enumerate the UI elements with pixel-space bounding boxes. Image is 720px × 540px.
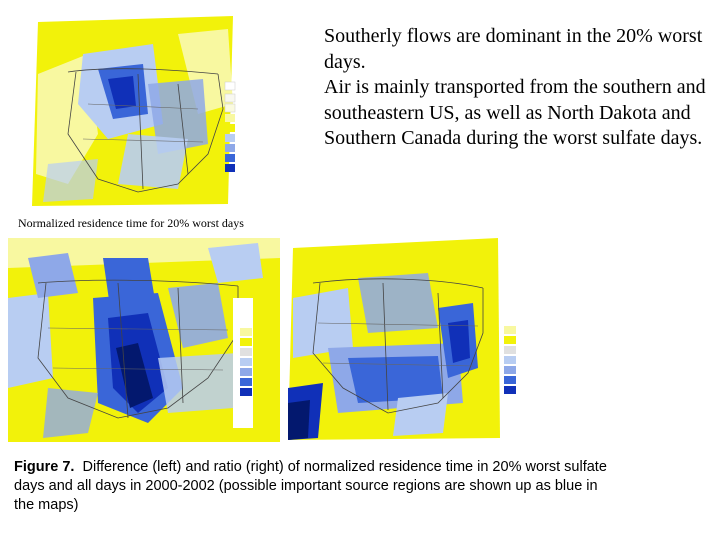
ratio-map (288, 238, 526, 440)
side-text-line-2: Air is mainly transported from the south… (324, 76, 706, 150)
residence-time-map (28, 14, 286, 208)
figure-caption: Figure 7. Difference (left) and ratio (r… (14, 458, 614, 515)
side-description: Southerly flows are dominant in the 20% … (324, 24, 714, 152)
difference-map (8, 238, 280, 442)
side-text-line-1: Southerly flows are dominant in the 20% … (324, 25, 703, 73)
top-map-caption: Normalized residence time for 20% worst … (18, 216, 244, 230)
figure-caption-text: Difference (left) and ratio (right) of n… (14, 459, 607, 513)
figure-label: Figure 7. (14, 459, 75, 475)
